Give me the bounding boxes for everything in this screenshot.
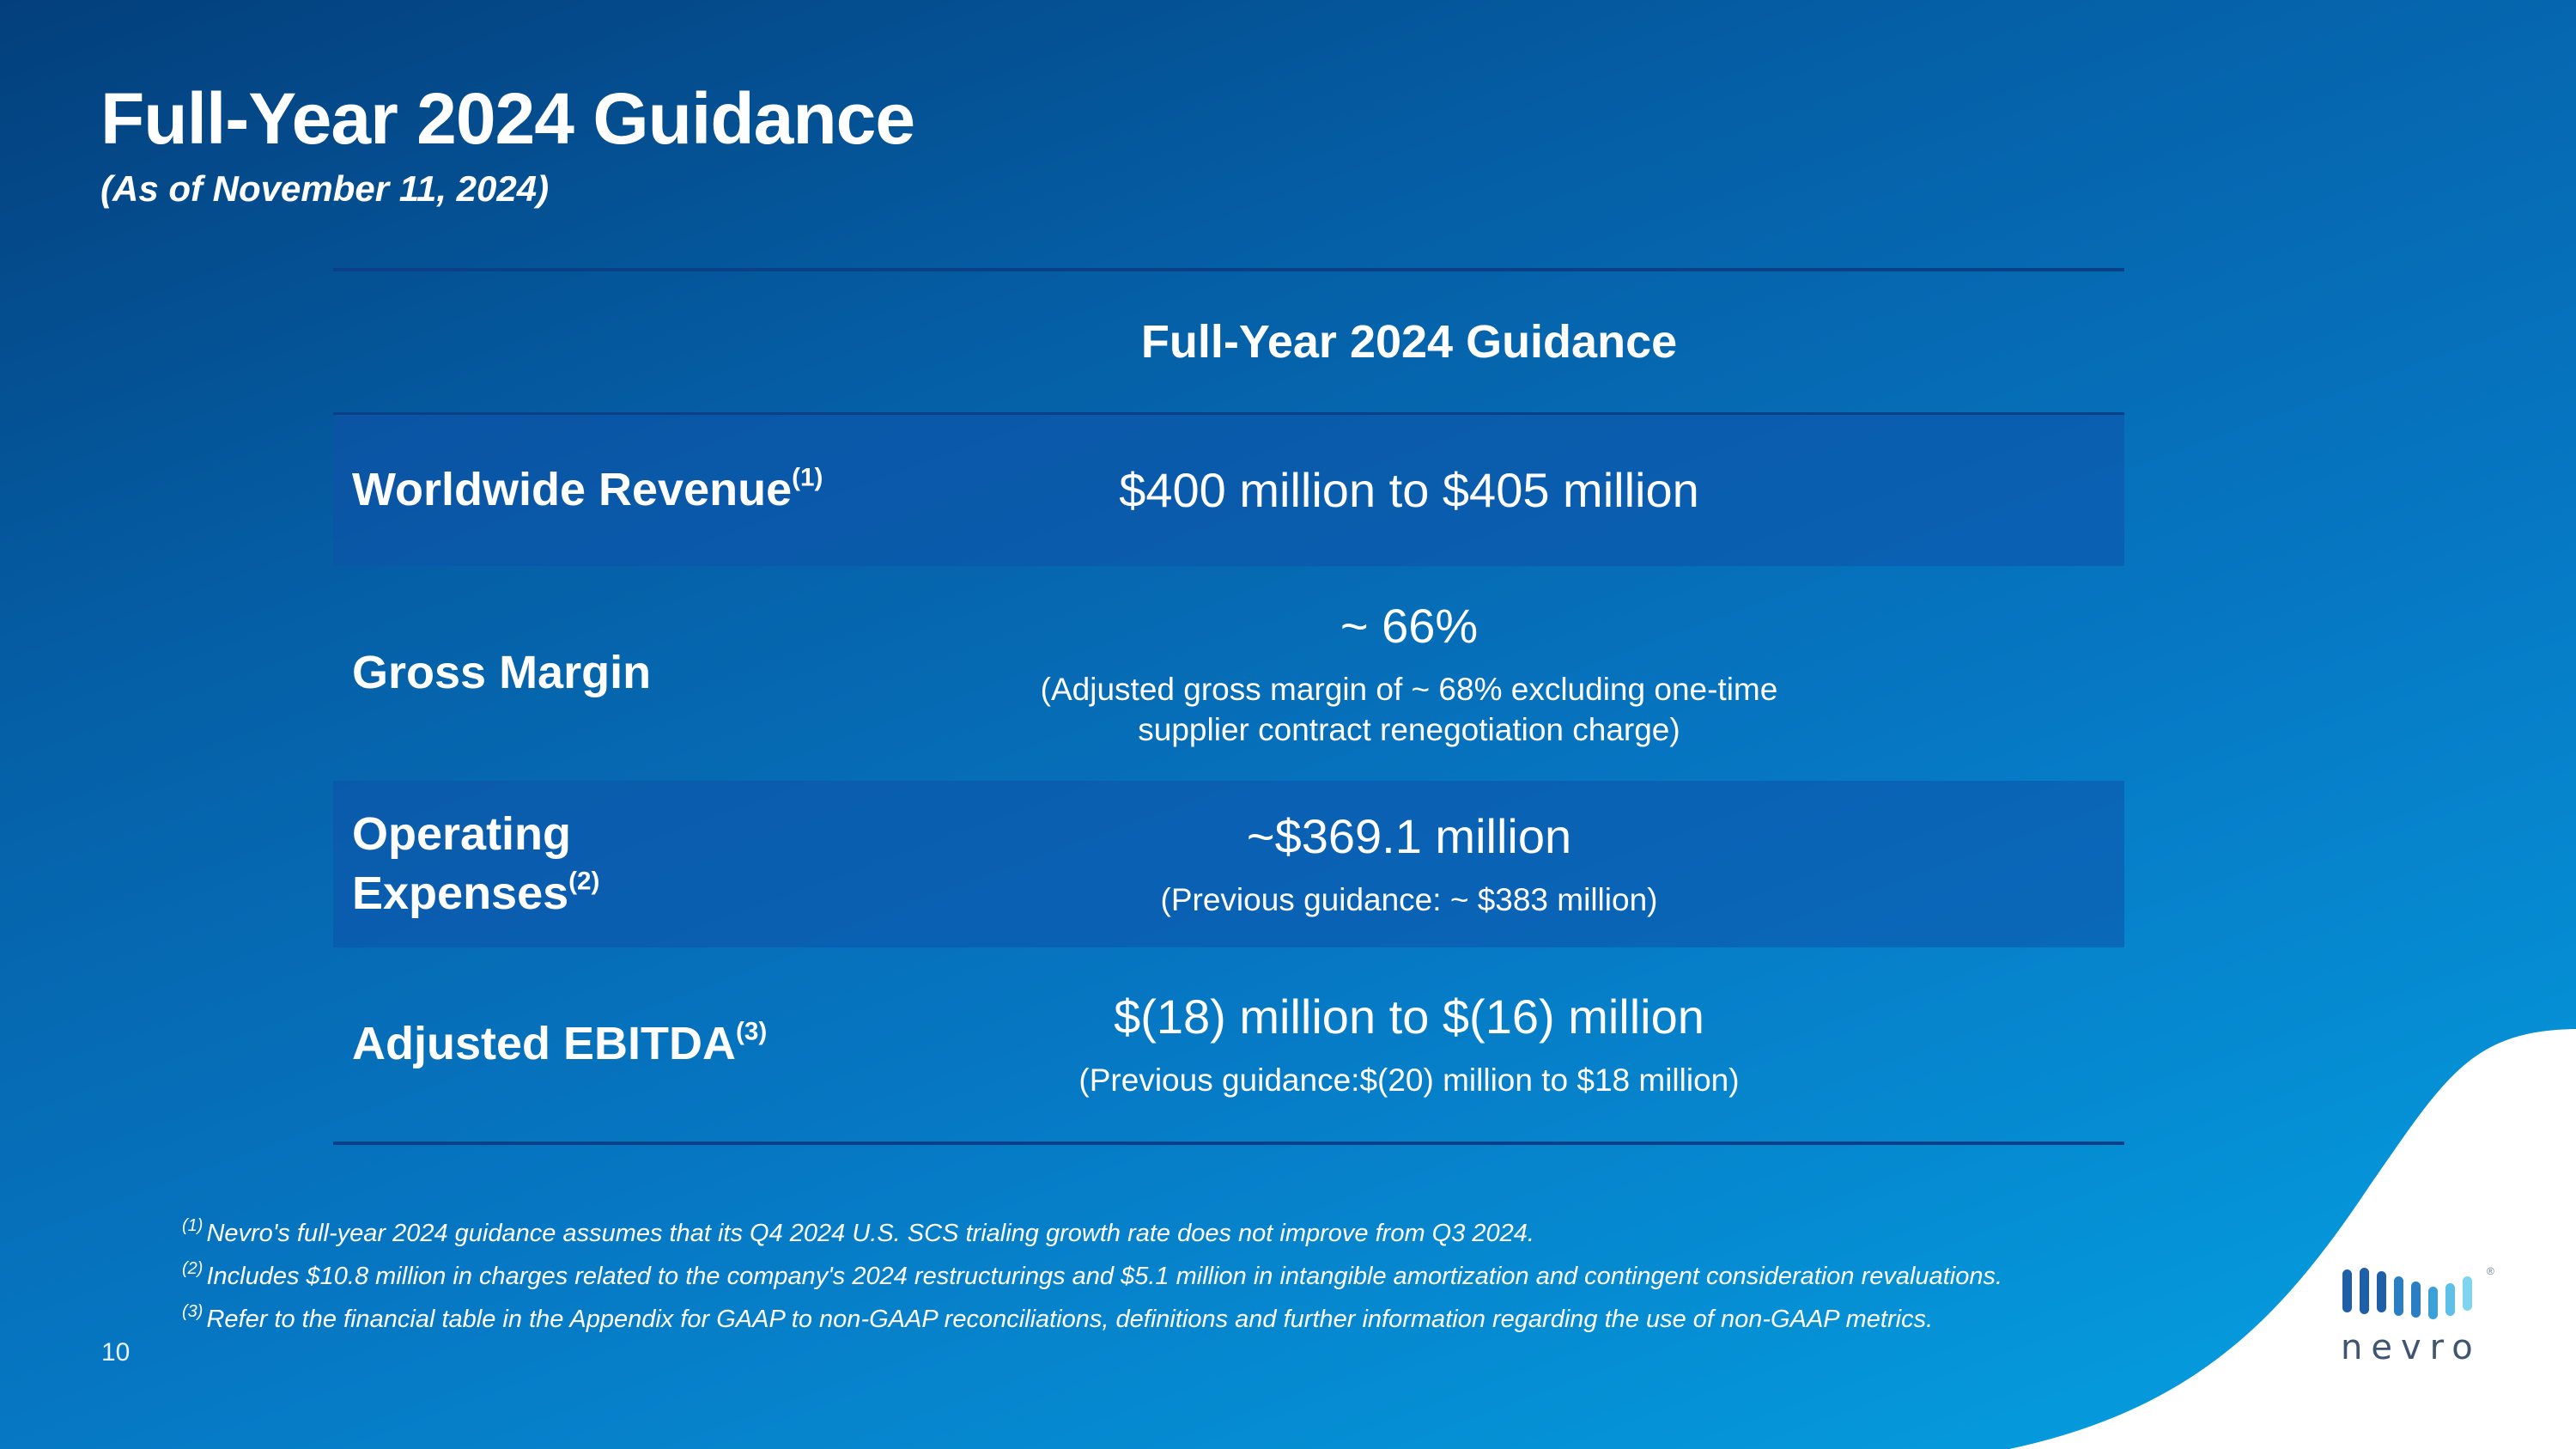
row-label-operating-expenses: Operating Expenses(2) (333, 805, 934, 923)
table-row-revenue: Worldwide Revenue(1) $400 million to $40… (333, 415, 2124, 566)
logo-bar (2394, 1276, 2403, 1316)
logo-bar (2411, 1282, 2421, 1318)
table-bottom-rule (333, 1142, 2124, 1145)
value-detail: (Previous guidance: ~ $383 million) (1160, 882, 1658, 918)
nevro-logo-icon: ® nevro (2341, 1265, 2494, 1367)
logo-bar (2360, 1268, 2369, 1314)
footnote-marker: (3) (182, 1302, 204, 1321)
value-main: $400 million to $405 million (1119, 463, 1699, 518)
page-number: 10 (101, 1338, 131, 1367)
logo-bar (2463, 1276, 2472, 1311)
value-detail-line2: supplier contract renegotiation charge) (1138, 711, 1680, 747)
value-main: ~ 66% (1340, 599, 1479, 654)
row-label-line2: Expenses (352, 868, 569, 919)
footnote-text: Refer to the financial table in the Appe… (206, 1306, 1934, 1333)
table-row-adjusted-ebitda: Adjusted EBITDA(3) $(18) million to $(16… (333, 947, 2124, 1142)
row-value-operating-expenses: ~$369.1 million (Previous guidance: ~ $3… (934, 807, 2124, 920)
table-row-operating-expenses: Operating Expenses(2) ~$369.1 million (P… (333, 781, 2124, 947)
footnote-text: Includes $10.8 million in charges relate… (206, 1263, 2003, 1290)
table-row-gross-margin: Gross Margin ~ 66% (Adjusted gross margi… (333, 566, 2124, 781)
value-detail: (Adjusted gross margin of ~ 68% excludin… (934, 670, 1884, 750)
registered-mark: ® (2487, 1265, 2494, 1277)
row-label-text: Gross Margin (352, 647, 652, 699)
footnote-ref: (3) (736, 1018, 768, 1047)
row-value-gross-margin: ~ 66% (Adjusted gross margin of ~ 68% ex… (934, 597, 2124, 750)
footnote-marker: (1) (182, 1216, 204, 1235)
footnote-3: (3) Refer to the financial table in the A… (182, 1298, 2002, 1341)
footnote-2: (2) Includes $10.8 million in charges rel… (182, 1255, 2002, 1298)
guidance-table: Full-Year 2024 Guidance Worldwide Revenu… (333, 268, 2124, 1145)
logo-bar (2428, 1287, 2438, 1319)
value-detail: (Previous guidance:$(20) million to $18 … (1078, 1062, 1740, 1099)
footnote-ref: (1) (792, 464, 823, 493)
column-header: Full-Year 2024 Guidance (1140, 316, 1678, 368)
footnote-text: Nevro's full-year 2024 guidance assumes … (206, 1220, 1534, 1247)
logo-wordmark: nevro (2341, 1328, 2482, 1367)
footnote-1: (1) Nevro's full-year 2024 guidance assum… (182, 1212, 2002, 1255)
value-main: ~$369.1 million (1246, 809, 1572, 864)
row-label-revenue: Worldwide Revenue(1) (333, 460, 934, 520)
logo-bar (2377, 1271, 2386, 1312)
logo-bar (2445, 1283, 2455, 1316)
row-value-revenue: $400 million to $405 million (934, 461, 2124, 519)
footnotes: (1) Nevro's full-year 2024 guidance assum… (182, 1212, 2002, 1341)
logo-bars (2342, 1268, 2472, 1319)
row-value-adjusted-ebitda: $(18) million to $(16) million (Previous… (934, 988, 2124, 1100)
row-label-gross-margin: Gross Margin (333, 643, 934, 703)
footnote-ref: (2) (568, 867, 600, 896)
slide-title: Full-Year 2024 Guidance (100, 78, 915, 159)
table-top-rule (333, 268, 2124, 271)
row-label-text: Worldwide Revenue (352, 464, 793, 516)
header-rule (333, 412, 2124, 415)
footnote-marker: (2) (182, 1259, 204, 1278)
value-detail-line1: (Adjusted gross margin of ~ 68% excludin… (1040, 672, 1778, 708)
slide-subtitle: (As of November 11, 2024) (100, 168, 550, 209)
row-label-text: Adjusted EBITDA (352, 1018, 737, 1070)
row-label-line1: Operating (352, 807, 572, 860)
row-label-adjusted-ebitda: Adjusted EBITDA(3) (333, 1014, 934, 1074)
logo-bar (2342, 1269, 2352, 1312)
value-main: $(18) million to $(16) million (1114, 989, 1704, 1044)
table-header-row: Full-Year 2024 Guidance (333, 271, 2124, 412)
